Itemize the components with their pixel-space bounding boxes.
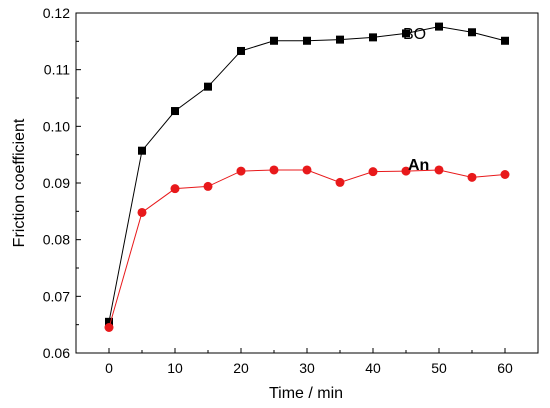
data-point [203,181,213,191]
data-point [368,167,378,177]
data-point [501,36,509,45]
data-point [105,317,113,326]
data-point [335,177,345,187]
y-tick-label: 0.10 [43,118,70,134]
data-point [401,166,411,176]
data-point [303,36,311,45]
y-tick-label: 0.09 [43,175,70,191]
x-tick-label: 20 [233,360,249,376]
data-point [104,323,114,332]
y-axis-ticks: 0.06 0.07 0.08 0.09 0.10 0.11 0.12 [43,5,81,361]
x-tick-label: 10 [167,360,183,376]
y-tick-label: 0.12 [43,5,70,21]
data-point [269,165,279,175]
data-point [237,46,245,55]
data-point [302,165,312,175]
data-point [434,165,444,175]
x-tick-label: 30 [299,360,315,376]
series-labels: BO An [403,26,429,174]
plot-frame [75,12,539,354]
y-tick-label: 0.06 [43,345,70,361]
data-point [500,170,510,179]
series-label-bo: BO [403,26,426,43]
data-point [204,82,212,91]
data-point [170,184,180,194]
data-point [171,107,179,116]
data-point [336,35,344,44]
data-point [435,22,443,31]
series-layer [104,22,510,332]
series-label-an: An [408,157,429,174]
data-point [137,207,147,217]
y-tick-label: 0.11 [44,62,70,78]
x-tick-label: 40 [365,360,381,376]
series-bo [105,22,509,326]
data-point [468,28,476,37]
data-point [467,172,477,182]
data-point [369,33,377,42]
x-tick-label: 60 [497,360,513,376]
x-tick-label: 0 [105,360,113,376]
series-an [104,165,510,332]
x-tick-label: 50 [431,360,447,376]
y-tick-label: 0.07 [43,288,70,304]
data-point [138,146,146,155]
y-axis-title: Friction coefficient [11,118,28,247]
x-axis-ticks: 0 10 20 30 40 50 60 [105,348,513,376]
data-point [402,29,410,38]
series-line [108,169,506,328]
data-point [236,166,246,176]
x-axis-title: Time / min [269,385,343,402]
data-point [270,36,278,45]
y-tick-label: 0.08 [43,232,70,248]
